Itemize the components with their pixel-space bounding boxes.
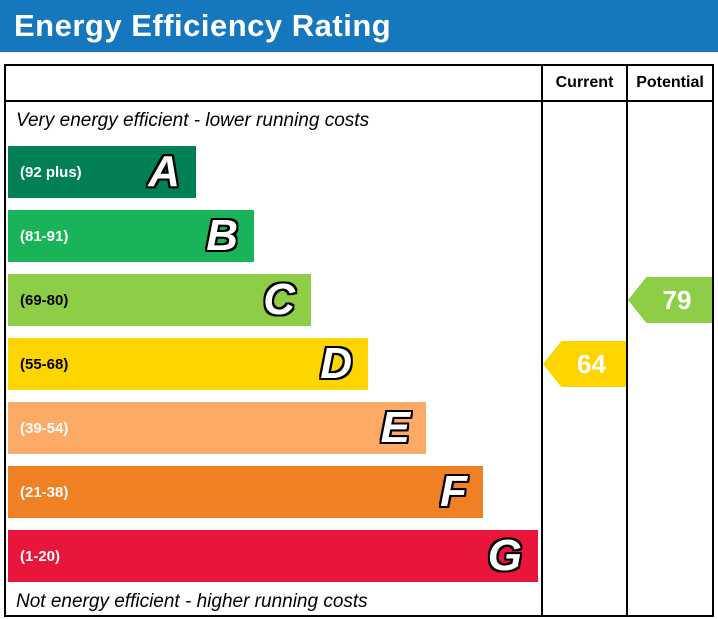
band-c: (69-80) C bbox=[8, 274, 311, 326]
band-row: (1-20) G bbox=[6, 524, 541, 588]
band-row: (69-80) C bbox=[6, 268, 541, 332]
epc-rating-chart: Current Potential Very energy efficient … bbox=[4, 64, 714, 617]
band-g-range: (1-20) bbox=[20, 547, 61, 565]
band-d-range: (55-68) bbox=[20, 355, 69, 373]
current-column-header: Current bbox=[541, 66, 626, 102]
band-g-letter: G bbox=[487, 531, 522, 580]
band-d-letter: D bbox=[320, 339, 352, 388]
band-row: (21-38) F bbox=[6, 460, 541, 524]
potential-column: 79 bbox=[626, 102, 712, 615]
band-a: (92 plus) A bbox=[8, 146, 196, 198]
potential-rating-value: 79 bbox=[662, 284, 692, 315]
band-e: (39-54) E bbox=[8, 402, 426, 454]
band-g: (1-20) G bbox=[8, 530, 538, 582]
top-note: Very energy efficient - lower running co… bbox=[16, 110, 370, 131]
band-b-range: (81-91) bbox=[20, 227, 69, 245]
band-a-letter: A bbox=[148, 147, 180, 196]
band-b-letter: B bbox=[206, 211, 238, 260]
bottom-note: Not energy efficient - higher running co… bbox=[16, 590, 368, 612]
band-c-range: (69-80) bbox=[20, 291, 69, 309]
page-title: Energy Efficiency Rating bbox=[14, 8, 392, 43]
bands-area: Very energy efficient - lower running co… bbox=[6, 102, 541, 615]
band-d: (55-68) D bbox=[8, 338, 368, 390]
band-c-letter: C bbox=[263, 275, 295, 324]
potential-column-header: Potential bbox=[626, 66, 712, 102]
potential-rating-pointer: 79 bbox=[628, 277, 712, 323]
band-f-range: (21-38) bbox=[20, 483, 69, 501]
band-e-range: (39-54) bbox=[20, 419, 69, 437]
current-rating-pointer: 64 bbox=[543, 341, 626, 387]
band-f: (21-38) F bbox=[8, 466, 483, 518]
band-f-letter: F bbox=[440, 467, 467, 516]
band-row: (39-54) E bbox=[6, 396, 541, 460]
band-row: (92 plus) A bbox=[6, 140, 541, 204]
band-row: (55-68) D bbox=[6, 332, 541, 396]
title-bar: Energy Efficiency Rating bbox=[0, 0, 718, 52]
band-e-letter: E bbox=[380, 403, 410, 452]
band-a-range: (92 plus) bbox=[20, 163, 82, 181]
header-spacer bbox=[6, 66, 541, 102]
band-b: (81-91) B bbox=[8, 210, 254, 262]
band-row: (81-91) B bbox=[6, 204, 541, 268]
current-rating-value: 64 bbox=[577, 348, 606, 379]
current-column: 64 bbox=[541, 102, 626, 615]
